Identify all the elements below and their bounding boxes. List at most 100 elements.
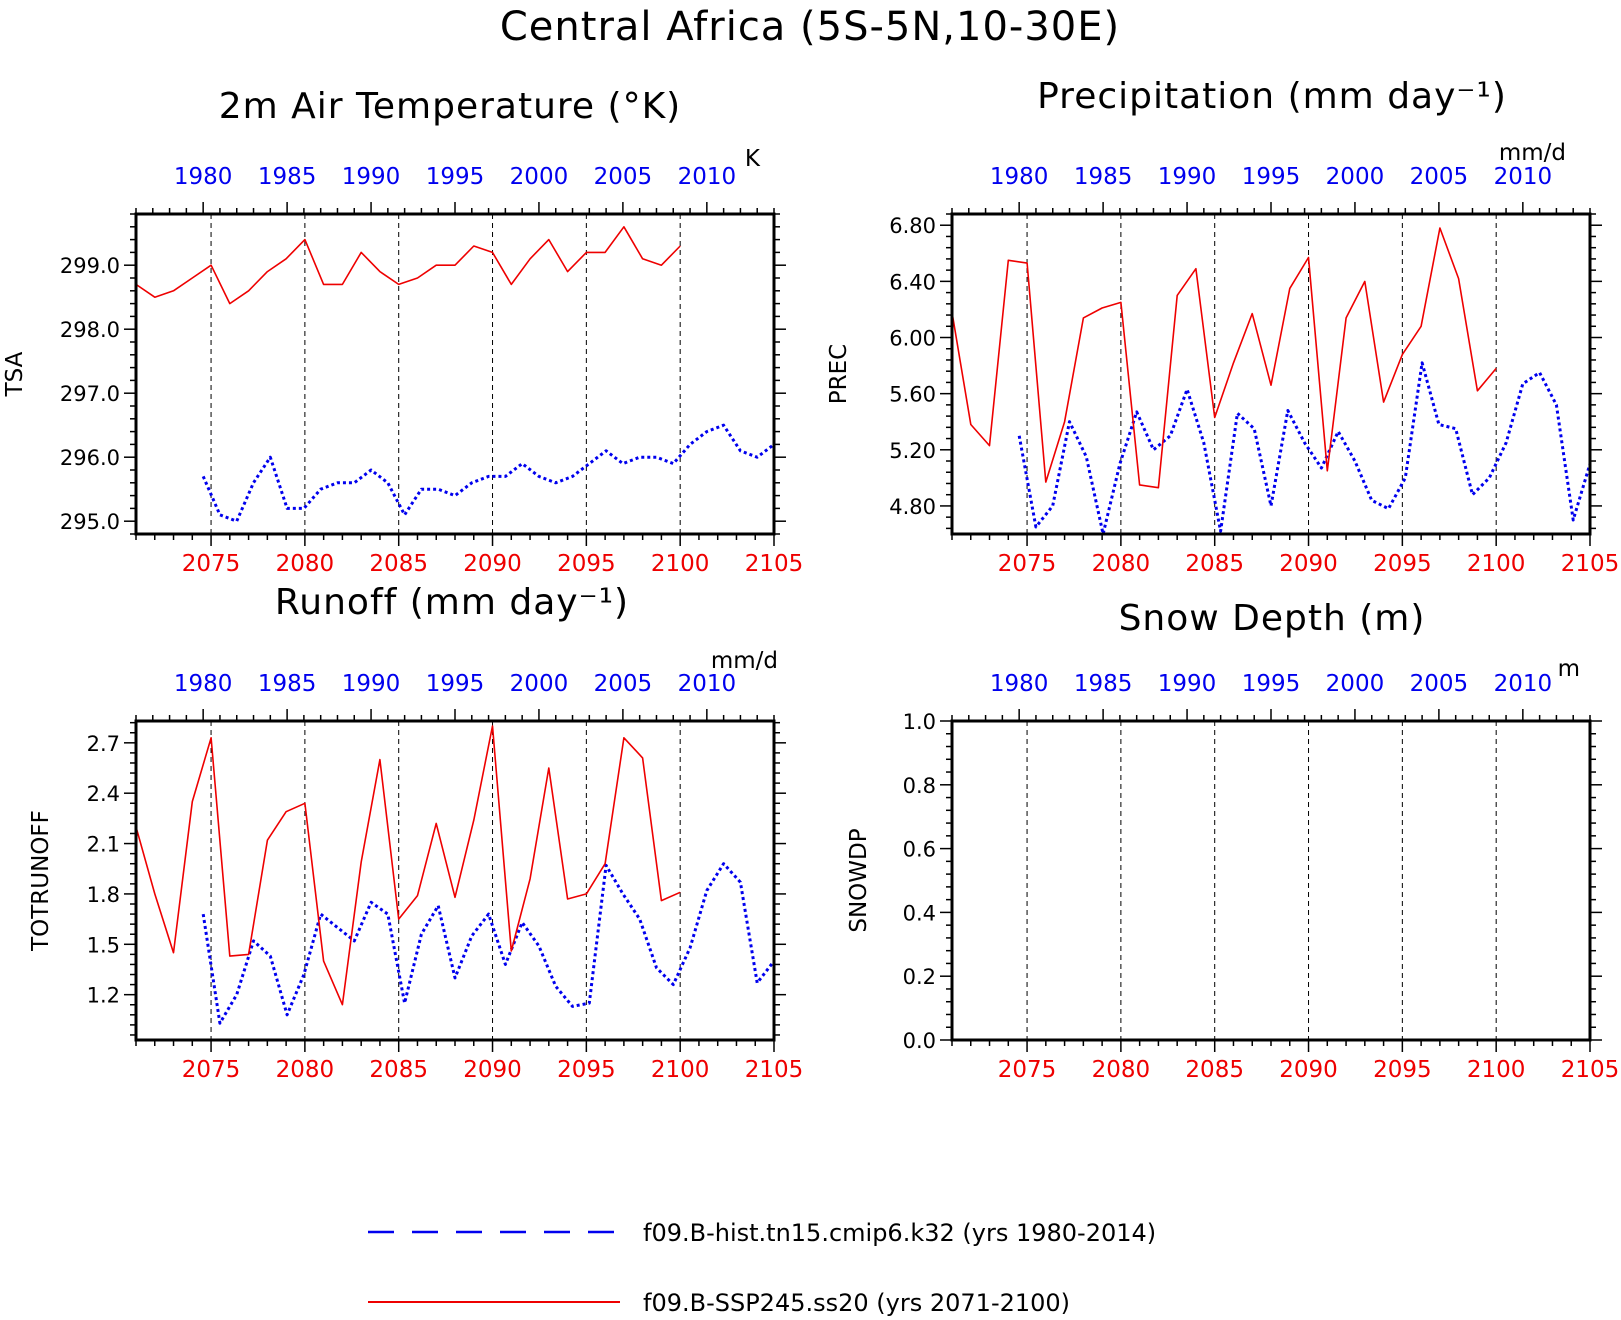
y-tick-label: 4.80 <box>889 495 936 519</box>
y-tick-label: 0.4 <box>903 901 936 925</box>
y-tick-label: 6.80 <box>889 214 936 238</box>
bottom-tick-label: 2090 <box>1279 1057 1338 1083</box>
series-ssp-line <box>135 725 681 1006</box>
figure-title: Central Africa (5S-5N,10-30E) <box>500 4 1120 50</box>
top-tick-label: 1980 <box>174 671 233 697</box>
bottom-tick-label: 2080 <box>276 1057 335 1083</box>
top-tick-label: 2010 <box>1494 164 1553 190</box>
top-tick-label: 2005 <box>594 671 653 697</box>
bottom-tick-label: 2100 <box>651 1057 710 1083</box>
top-tick-label: 2010 <box>678 164 737 190</box>
bottom-tick-label: 2085 <box>1185 1057 1244 1083</box>
y-tick-label: 1.0 <box>903 710 936 734</box>
series-ssp-line <box>951 227 1497 489</box>
top-tick-label: 1980 <box>990 671 1049 697</box>
top-tick-label: 1995 <box>426 671 485 697</box>
bottom-tick-label: 2085 <box>369 551 428 577</box>
y-tick-label: 0.8 <box>903 774 936 798</box>
panel-prec: Precipitation (mm day⁻¹) mm/d PREC 2075 2080… <box>826 76 1619 577</box>
y-tick-label: 297.0 <box>60 382 120 406</box>
bottom-tick-label: 2075 <box>998 1057 1057 1083</box>
series-hist-line <box>201 423 775 523</box>
unit-label: m <box>1558 656 1580 682</box>
plot-frame <box>950 719 1592 1042</box>
bottom-tick-label: 2075 <box>998 551 1057 577</box>
panel-title: Precipitation (mm day⁻¹) <box>1037 76 1507 117</box>
bottom-tick-label: 2105 <box>745 551 804 577</box>
top-tick-label: 2005 <box>1410 164 1469 190</box>
y-tick-label: 2.7 <box>87 732 120 756</box>
y-tick-label: 0.2 <box>903 965 936 989</box>
panel-tsa: 2m Air Temperature (°K) K TSA 2075 2080 2085 2… <box>2 86 803 577</box>
y-tick-label: 5.60 <box>889 383 936 407</box>
y-tick-label: 0.6 <box>903 838 936 862</box>
bottom-tick-label: 2100 <box>651 551 710 577</box>
top-tick-label: 1990 <box>1158 164 1217 190</box>
y-tick-label: 296.0 <box>60 446 120 470</box>
bottom-tick-label: 2105 <box>1561 1057 1620 1083</box>
top-tick-label: 1990 <box>342 164 401 190</box>
bottom-tick-label: 2085 <box>1185 551 1244 577</box>
top-tick-label: 1990 <box>1158 671 1217 697</box>
top-tick-label: 1985 <box>1074 164 1133 190</box>
bottom-tick-label: 2095 <box>557 1057 616 1083</box>
bottom-tick-label: 2090 <box>463 1057 522 1083</box>
bottom-tick-label: 2095 <box>557 551 616 577</box>
plot-frame <box>134 212 776 536</box>
y-axis-label: SNOWDP <box>846 828 872 932</box>
top-tick-label: 2000 <box>1326 164 1385 190</box>
series-hist-line <box>1017 361 1592 536</box>
top-tick-label: 2010 <box>678 671 737 697</box>
y-tick-label: 0.0 <box>903 1029 936 1053</box>
plot-frame <box>950 212 1592 536</box>
top-tick-label: 2000 <box>510 671 569 697</box>
bottom-tick-label: 2075 <box>182 551 241 577</box>
top-tick-label: 1980 <box>990 164 1049 190</box>
bottom-tick-label: 2085 <box>369 1057 428 1083</box>
bottom-tick-label: 2100 <box>1467 1057 1526 1083</box>
panel-title: Runoff (mm day⁻¹) <box>275 582 629 623</box>
y-tick-label: 1.2 <box>87 984 120 1008</box>
bottom-tick-label: 2080 <box>276 551 335 577</box>
legend-hist-label: f09.B-hist.tn15.cmip6.k32 (yrs 1980-2014… <box>643 1219 1156 1247</box>
top-tick-label: 1995 <box>1242 671 1301 697</box>
y-axis-label: TSA <box>2 351 28 397</box>
unit-label: K <box>745 146 761 172</box>
y-tick-label: 5.20 <box>889 439 936 463</box>
unit-label: mm/d <box>711 648 778 674</box>
panel-title: Snow Depth (m) <box>1119 598 1426 639</box>
bottom-tick-label: 2090 <box>463 551 522 577</box>
top-tick-label: 2000 <box>510 164 569 190</box>
top-tick-label: 2005 <box>1410 671 1469 697</box>
top-tick-label: 1985 <box>258 671 317 697</box>
bottom-tick-label: 2080 <box>1092 551 1151 577</box>
unit-label: mm/d <box>1499 140 1566 166</box>
top-tick-label: 1995 <box>426 164 485 190</box>
y-tick-label: 295.0 <box>60 510 120 534</box>
legend-ssp-label: f09.B-SSP245.ss20 (yrs 2071-2100) <box>643 1289 1070 1317</box>
legend: f09.B-hist.tn15.cmip6.k32 (yrs 1980-2014… <box>368 1219 1156 1317</box>
y-tick-label: 1.5 <box>87 933 120 957</box>
top-tick-label: 2010 <box>1494 671 1553 697</box>
bottom-tick-label: 2095 <box>1373 1057 1432 1083</box>
bottom-tick-label: 2095 <box>1373 551 1432 577</box>
bottom-tick-label: 2075 <box>182 1057 241 1083</box>
bottom-tick-label: 2090 <box>1279 551 1338 577</box>
top-tick-label: 1995 <box>1242 164 1301 190</box>
y-axis-label: TOTRUNOFF <box>28 810 54 952</box>
panel-title: 2m Air Temperature (°K) <box>219 86 681 127</box>
top-tick-label: 2005 <box>594 164 653 190</box>
bottom-tick-label: 2080 <box>1092 1057 1151 1083</box>
series-hist-line <box>201 862 776 1025</box>
panel-totrunoff: Runoff (mm day⁻¹) mm/d TOTRUNOFF 2075 2080 20… <box>28 582 803 1083</box>
top-tick-label: 1985 <box>258 164 317 190</box>
top-tick-label: 2000 <box>1326 671 1385 697</box>
y-axis-label: PREC <box>826 344 852 404</box>
y-tick-label: 299.0 <box>60 254 120 278</box>
bottom-tick-label: 2105 <box>745 1057 804 1083</box>
y-tick-label: 6.00 <box>889 327 936 351</box>
y-tick-label: 6.40 <box>889 270 936 294</box>
bottom-tick-label: 2105 <box>1561 551 1620 577</box>
bottom-tick-label: 2100 <box>1467 551 1526 577</box>
